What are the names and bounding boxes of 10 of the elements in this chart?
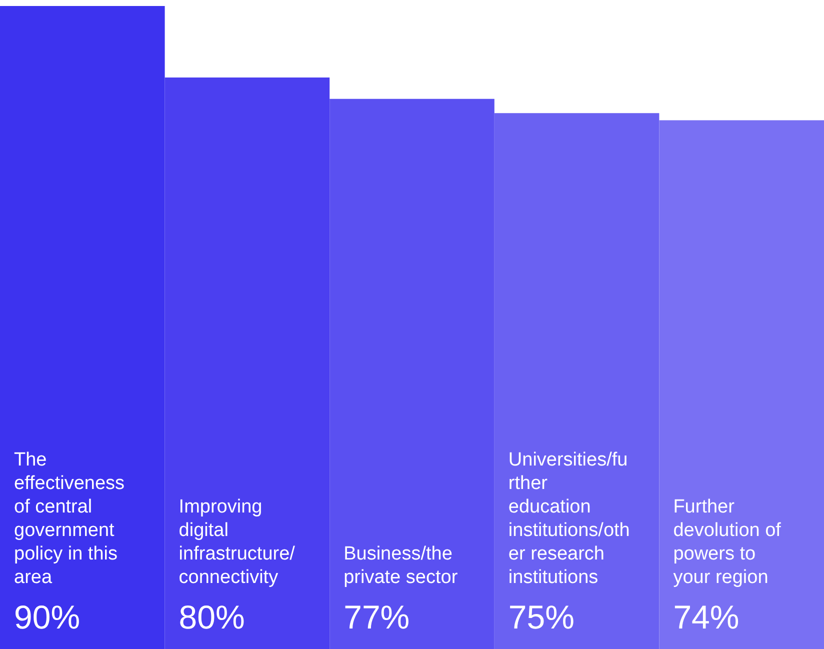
data-label: 80% <box>178 598 245 636</box>
x-tick-label: Further devolution of powers to your region <box>673 496 782 588</box>
data-label: 74% <box>673 598 740 636</box>
x-tick-label: Universities/further education institutions/other research institutions <box>508 449 630 588</box>
x-tick-label: The effectiveness of central government policy in this area <box>14 449 125 588</box>
data-label: 77% <box>344 598 410 636</box>
x-tick-label: Business/the private sector <box>344 543 458 588</box>
data-label: 90% <box>14 598 80 636</box>
data-label: 75% <box>508 598 574 636</box>
x-tick-label: Improving digital infrastructure/ connectivity <box>178 496 296 588</box>
